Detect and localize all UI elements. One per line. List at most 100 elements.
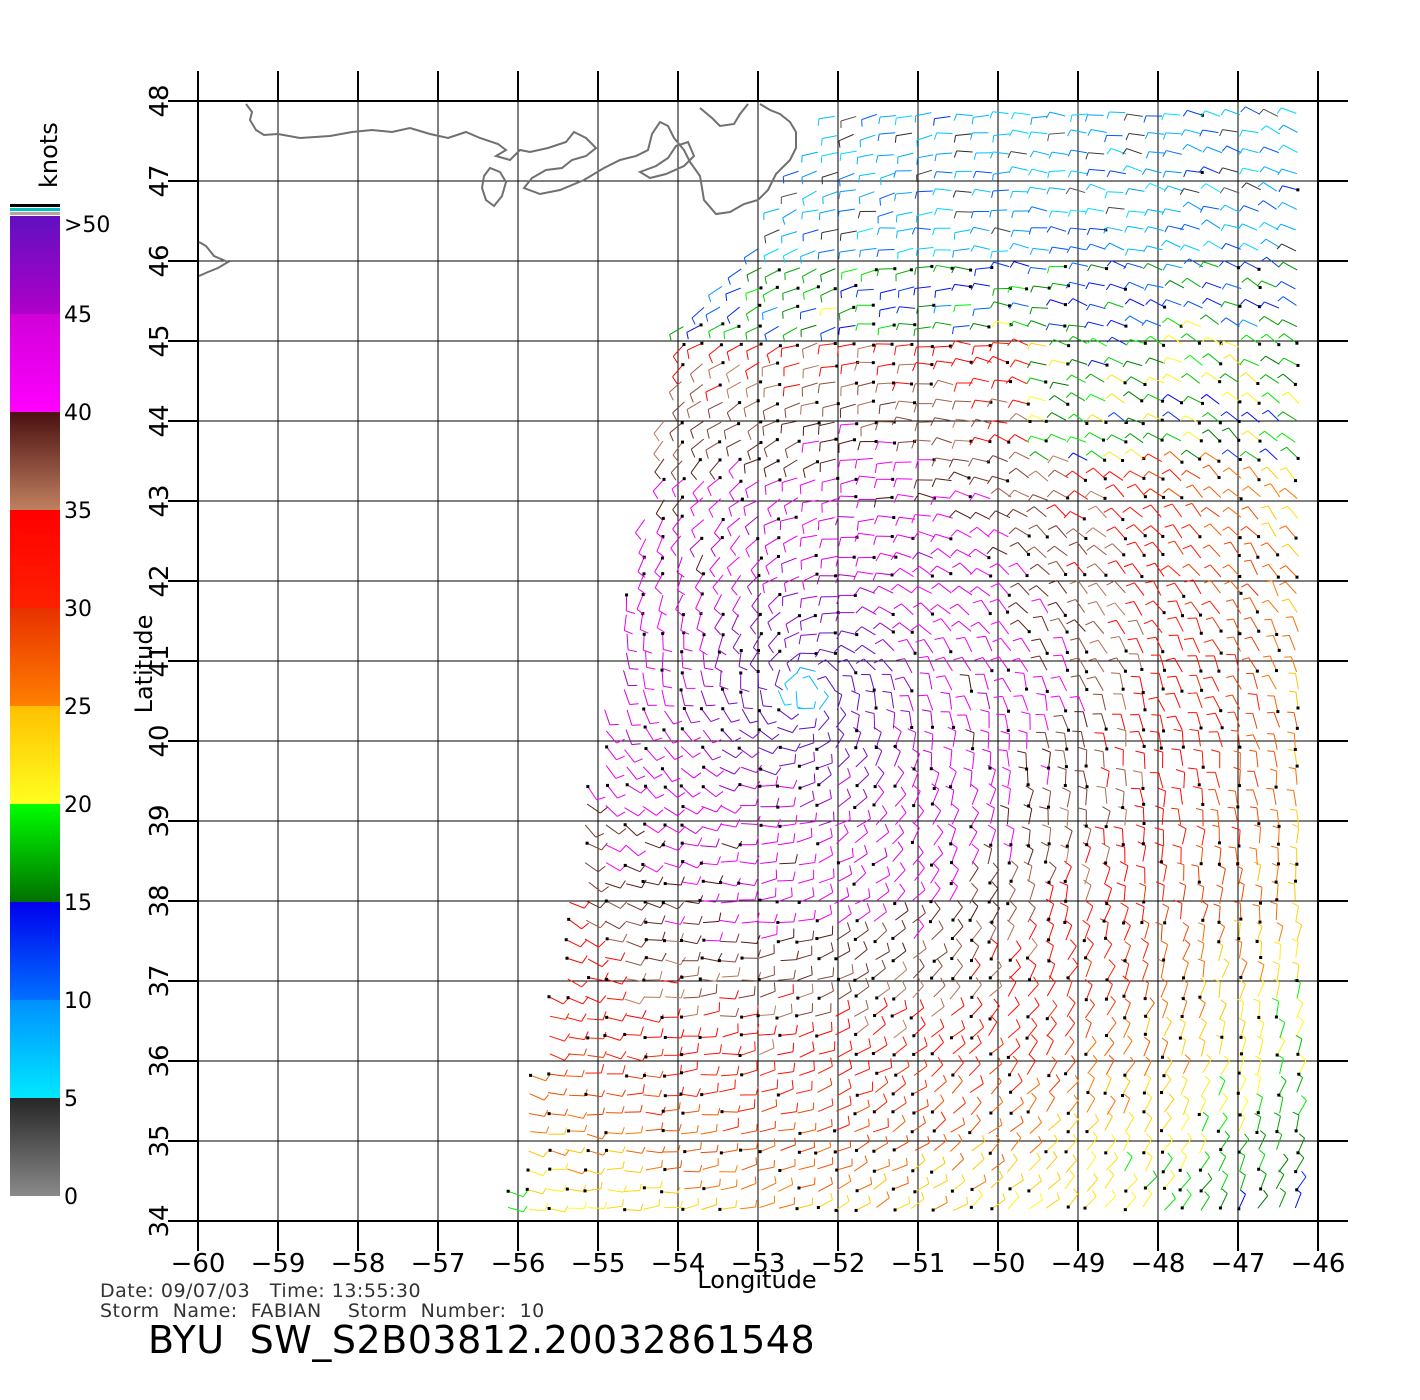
wind-barb — [1050, 433, 1067, 441]
wind-barb-flag — [800, 560, 803, 570]
wind-barb — [944, 675, 953, 691]
wind-barb-flag — [997, 977, 1003, 987]
wind-barb — [817, 1084, 832, 1093]
wind-barb — [855, 1202, 871, 1211]
wind-barb-flag — [1261, 392, 1268, 397]
wind-barb — [1161, 1079, 1172, 1093]
rain-flag-dot — [1237, 553, 1241, 557]
wind-barb — [759, 1145, 776, 1153]
wind-barb-flag — [958, 1134, 963, 1141]
wind-barb-flag — [757, 949, 762, 959]
wind-barb-flag — [1000, 804, 1009, 809]
wind-barb — [857, 288, 874, 291]
wind-barb-flag — [1142, 504, 1152, 510]
wind-barb-flag — [564, 1127, 567, 1135]
wind-barb — [1145, 1156, 1153, 1172]
wind-barb — [721, 842, 738, 849]
wind-barb-flag — [658, 1089, 663, 1097]
wind-barb — [1015, 359, 1031, 366]
wind-barb — [936, 132, 953, 135]
rain-flag-dot — [1198, 995, 1202, 999]
wind-barb — [729, 480, 742, 493]
rain-flag-dot — [681, 613, 685, 617]
rain-flag-dot — [1084, 764, 1088, 768]
wind-barb — [1045, 1140, 1058, 1153]
wind-barb-flag — [1291, 938, 1299, 943]
wind-barb — [991, 1160, 1005, 1171]
wind-barb-flag — [618, 921, 626, 930]
wind-barb — [740, 941, 757, 945]
wind-barb — [1285, 467, 1296, 481]
wind-barb-flag — [1117, 727, 1126, 732]
rain-flag-dot — [701, 572, 705, 576]
wind-barb — [1106, 1158, 1119, 1171]
wind-barb — [1218, 1097, 1229, 1112]
wind-barb-flag — [1222, 507, 1229, 512]
wind-barb — [1189, 354, 1203, 366]
wind-barb — [761, 1105, 777, 1113]
wind-barb — [782, 327, 798, 336]
wind-barb — [1030, 267, 1047, 270]
wind-barb — [1228, 564, 1241, 577]
coastline — [198, 103, 797, 277]
wind-barb-flag — [698, 1027, 702, 1037]
wind-barb-flag — [1143, 245, 1148, 253]
rain-flag-dot — [567, 917, 571, 921]
wind-barb — [910, 1007, 925, 1019]
wind-barb — [1091, 359, 1108, 366]
wind-barb-flag — [989, 598, 999, 603]
wind-barb — [913, 810, 925, 825]
wind-barb — [653, 440, 664, 455]
wind-barb-flag — [1008, 882, 1016, 890]
wind-barb-flag — [873, 498, 877, 508]
rain-flag-dot — [815, 803, 819, 807]
rain-flag-dot — [1296, 363, 1300, 367]
wind-barb-flag — [583, 1201, 587, 1209]
wind-barb-flag — [692, 737, 701, 742]
wind-barb — [1027, 945, 1038, 959]
wind-barb-flag — [1173, 899, 1183, 904]
wind-barb — [549, 1015, 566, 1020]
wind-barb — [1031, 168, 1048, 174]
wind-barb — [1072, 335, 1088, 344]
wind-barb — [1200, 1178, 1213, 1192]
wind-barb — [952, 1062, 964, 1076]
wind-barb — [1232, 599, 1242, 614]
wind-barb-flag — [1236, 865, 1243, 870]
rain-flag-dot — [1296, 1151, 1300, 1155]
wind-barb — [741, 823, 758, 826]
wind-barb — [739, 729, 754, 739]
wind-barb-flag — [853, 571, 858, 581]
wind-barb-flag — [733, 766, 741, 775]
rain-flag-dot — [1201, 802, 1205, 806]
wind-barb — [1071, 359, 1088, 366]
wind-barb — [1009, 1121, 1024, 1132]
wind-barb — [855, 1046, 871, 1055]
wind-barb-flag — [1001, 784, 1011, 790]
wind-barb — [626, 1075, 643, 1080]
wind-barb — [1159, 654, 1165, 671]
wind-barb — [566, 957, 583, 964]
rain-flag-dot — [1276, 710, 1280, 714]
wind-barb — [759, 1047, 775, 1055]
wind-barb-flag — [1111, 1189, 1117, 1197]
wind-barb-flag — [913, 531, 920, 540]
wind-barb — [774, 669, 781, 686]
wind-barb-flag — [1094, 732, 1104, 734]
wind-barb — [1035, 470, 1049, 482]
wind-barb — [918, 531, 934, 538]
wind-barb-flag — [1222, 467, 1230, 473]
wind-barb-flag — [971, 399, 976, 409]
wind-barb — [899, 363, 916, 366]
wind-barb — [1074, 490, 1089, 500]
wind-barb — [1083, 770, 1088, 787]
wind-barb — [952, 1180, 966, 1192]
wind-barb — [836, 930, 851, 941]
wind-barb — [1288, 598, 1298, 613]
rain-flag-dot — [1181, 745, 1185, 749]
rain-flag-dot — [1143, 997, 1147, 1001]
wind-barb-flag — [1026, 546, 1035, 553]
wind-barb — [670, 460, 683, 473]
rain-flag-dot — [660, 767, 664, 771]
wind-barb — [1160, 845, 1164, 862]
